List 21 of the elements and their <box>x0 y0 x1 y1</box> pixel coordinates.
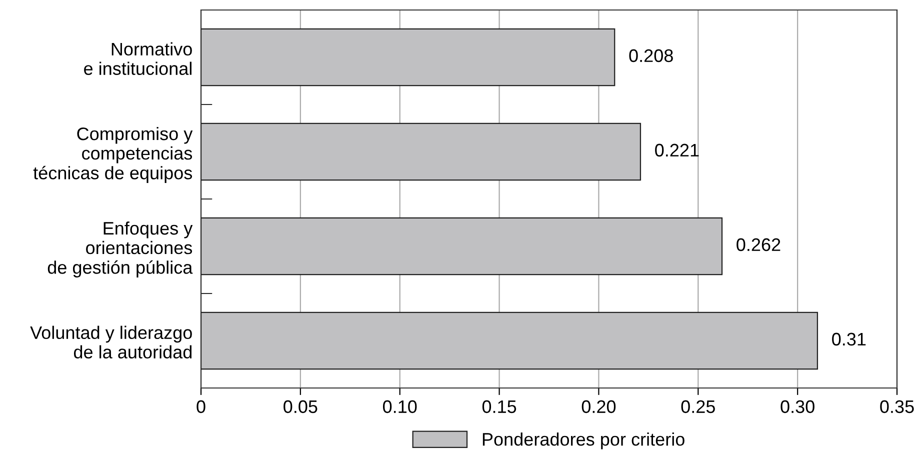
bar <box>201 217 723 276</box>
data-label: 0.221 <box>655 144 699 157</box>
legend-label: Ponderadores por criterio <box>482 432 684 450</box>
bar <box>201 312 818 370</box>
y-tick-label: Normativo e institucional <box>84 42 192 76</box>
y-tick-label: Enfoques y orientaciones de gestión pública <box>48 221 193 278</box>
x-tick-label: 0.30 <box>780 400 814 414</box>
x-tick-label: 0 <box>196 400 206 414</box>
x-tick-label: 0.10 <box>382 400 417 414</box>
y-tick-label: Voluntad y liderazgo de la autoridad <box>30 326 192 359</box>
data-label: 0.31 <box>832 332 866 346</box>
x-tick-label: 0.15 <box>482 400 516 414</box>
data-label: 0.208 <box>629 49 673 62</box>
x-tick-label: 0.25 <box>681 400 715 414</box>
x-tick-label: 0.05 <box>284 400 318 414</box>
bar <box>201 28 616 86</box>
bar <box>201 122 642 181</box>
x-tick-label: 0.35 <box>880 400 914 414</box>
data-label: 0.262 <box>736 238 780 252</box>
y-tick-label: Compromiso y competencias técnicas de equipos <box>33 126 193 183</box>
x-tick-label: 0.20 <box>582 400 616 414</box>
